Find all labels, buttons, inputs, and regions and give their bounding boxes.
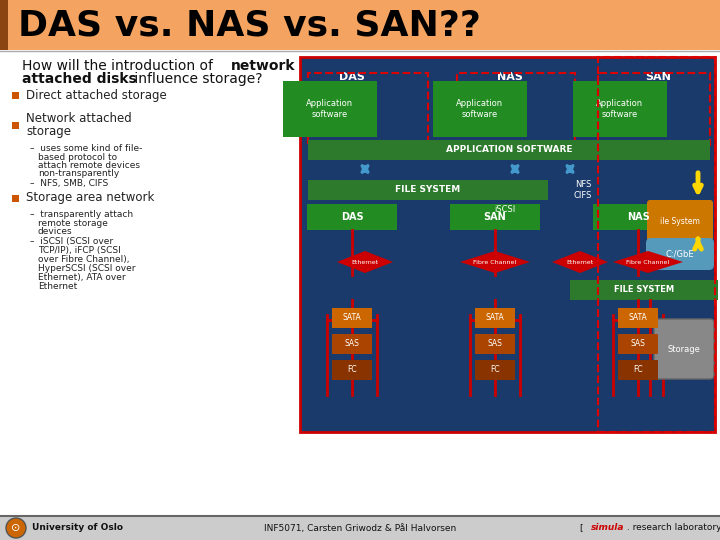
Text: How will the introduction of: How will the introduction of (22, 59, 217, 73)
Bar (475, 334, 515, 354)
Text: FC: FC (490, 366, 500, 375)
FancyBboxPatch shape (647, 200, 713, 241)
Bar (307, 204, 397, 230)
Bar (450, 204, 540, 230)
Bar (573, 81, 667, 137)
Bar (0, 516, 720, 540)
Text: Ethernet: Ethernet (567, 260, 593, 265)
Polygon shape (460, 251, 530, 273)
Bar (0, 0, 720, 50)
Bar (300, 57, 715, 432)
Text: SATA: SATA (629, 314, 647, 322)
Bar (618, 334, 658, 354)
Text: ile System: ile System (660, 217, 700, 226)
Text: Ethernet: Ethernet (351, 260, 379, 265)
Text: University of Oslo: University of Oslo (32, 523, 123, 532)
Text: influence storage?: influence storage? (130, 72, 263, 86)
Text: SAN: SAN (484, 212, 506, 222)
Text: Ethernet: Ethernet (38, 282, 77, 291)
Text: SATA: SATA (485, 314, 505, 322)
Bar (12, 195, 19, 202)
Text: APPLICATION SOFTWARE: APPLICATION SOFTWARE (446, 145, 572, 154)
Text: Storage: Storage (667, 345, 701, 354)
Text: [: [ (580, 523, 586, 532)
Text: DAS: DAS (341, 212, 364, 222)
Text: INF5071, Carsten Griwodz & Pål Halvorsen: INF5071, Carsten Griwodz & Pål Halvorsen (264, 523, 456, 532)
Text: –  iSCSI (SCSI over: – iSCSI (SCSI over (30, 237, 113, 246)
Text: HyperSCSI (SCSI over: HyperSCSI (SCSI over (38, 264, 135, 273)
FancyBboxPatch shape (646, 238, 714, 270)
Text: Application
software: Application software (307, 99, 354, 119)
Text: DAS: DAS (339, 72, 365, 82)
Text: NFS
CIFS: NFS CIFS (574, 180, 592, 200)
Bar (593, 204, 683, 230)
Bar (457, 73, 575, 145)
Text: SATA: SATA (343, 314, 361, 322)
Text: FILE SYSTEM: FILE SYSTEM (614, 286, 674, 294)
Text: DAS vs. NAS vs. SAN??: DAS vs. NAS vs. SAN?? (18, 8, 481, 42)
Text: SAS: SAS (631, 340, 645, 348)
Bar (475, 360, 515, 380)
Text: attached disks: attached disks (22, 72, 137, 86)
Text: –  uses some kind of file-: – uses some kind of file- (30, 144, 143, 153)
Text: NAS: NAS (626, 212, 649, 222)
Text: SAS: SAS (487, 340, 503, 348)
Bar (283, 81, 377, 137)
Text: attach remote devices: attach remote devices (38, 161, 140, 170)
Text: SAS: SAS (345, 340, 359, 348)
Text: NAS: NAS (497, 72, 523, 82)
Text: Ethernet), ATA over: Ethernet), ATA over (38, 273, 125, 282)
Text: C:/GbE: C:/GbE (666, 249, 694, 259)
Text: SAN: SAN (645, 72, 671, 82)
Bar (0, 0, 8, 50)
Text: remote storage: remote storage (38, 219, 108, 228)
Text: FILE SYSTEM: FILE SYSTEM (395, 186, 461, 194)
Bar (433, 81, 527, 137)
Text: devices: devices (38, 227, 73, 236)
Text: Application
software: Application software (596, 99, 644, 119)
Bar (332, 308, 372, 328)
Bar (618, 308, 658, 328)
Text: storage: storage (26, 125, 71, 138)
Text: Fibre Channel: Fibre Channel (474, 260, 516, 265)
Polygon shape (337, 251, 393, 273)
Text: –  transparently attach: – transparently attach (30, 210, 133, 219)
Text: Fibre Channel: Fibre Channel (626, 260, 670, 265)
Bar (598, 73, 710, 145)
Bar (618, 360, 658, 380)
Text: ⊙: ⊙ (12, 523, 21, 533)
Text: based protocol to: based protocol to (38, 153, 117, 162)
Polygon shape (613, 251, 683, 273)
Text: Storage area network: Storage area network (26, 192, 154, 205)
Bar (570, 280, 718, 300)
Polygon shape (552, 251, 608, 273)
Bar (475, 308, 515, 328)
Text: simula: simula (591, 523, 624, 532)
Text: over Fibre Channel),: over Fibre Channel), (38, 255, 130, 264)
Circle shape (6, 518, 26, 538)
Bar (332, 334, 372, 354)
Text: Network attached: Network attached (26, 112, 132, 125)
Bar (308, 73, 428, 145)
Text: Direct attached storage: Direct attached storage (26, 89, 167, 102)
FancyBboxPatch shape (654, 319, 714, 379)
Bar (308, 140, 710, 160)
Text: network: network (231, 59, 295, 73)
Text: iSCSI: iSCSI (495, 206, 516, 214)
Text: –  NFS, SMB, CIFS: – NFS, SMB, CIFS (30, 179, 108, 188)
Text: FC: FC (347, 366, 357, 375)
Text: non-transparently: non-transparently (38, 169, 120, 178)
Text: . research laboratory ]: . research laboratory ] (624, 523, 720, 532)
Text: FC: FC (633, 366, 643, 375)
Bar (308, 180, 548, 200)
Text: Application
software: Application software (456, 99, 503, 119)
Bar (12, 92, 19, 99)
Bar (12, 122, 19, 129)
Text: TCP/IP), iFCP (SCSI: TCP/IP), iFCP (SCSI (38, 246, 121, 255)
Bar (332, 360, 372, 380)
Bar (598, 57, 715, 432)
